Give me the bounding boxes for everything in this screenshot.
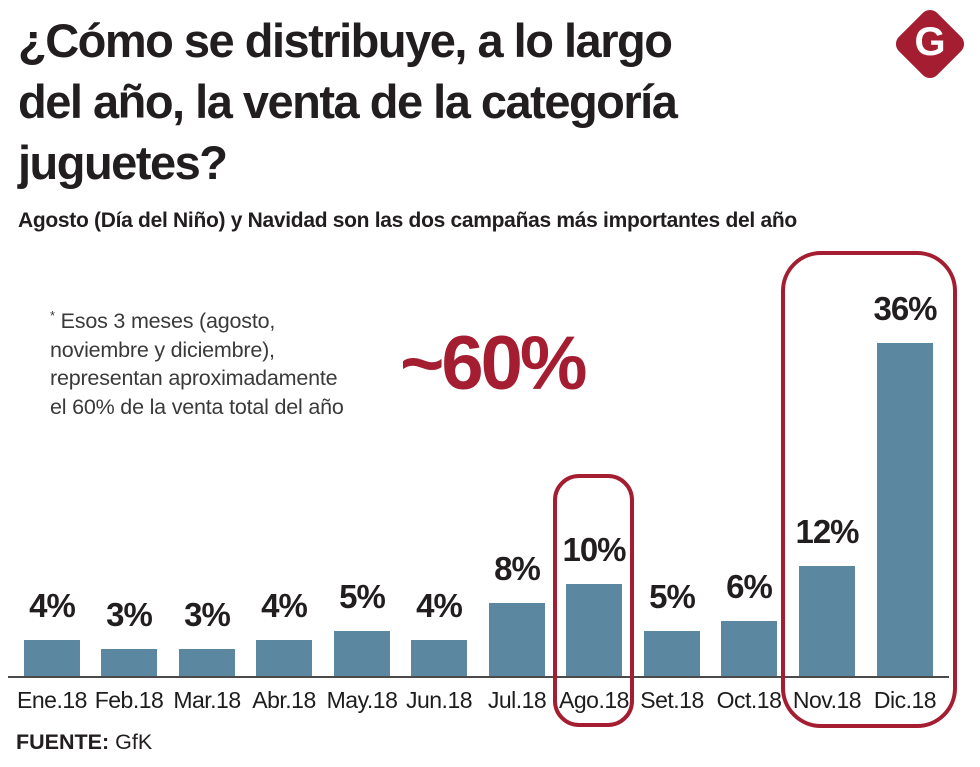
- value-label-feb-18: 3%: [106, 596, 153, 633]
- bar-jun-18: [411, 640, 467, 677]
- bar-dic-18: [877, 343, 933, 677]
- footnote-annotation: * Esos 3 meses (agosto, noviembre y dici…: [50, 302, 420, 421]
- x-label-feb-18: Feb.18: [94, 687, 164, 713]
- value-label-oct-18: 6%: [726, 568, 773, 605]
- bar-chart: 4% Ene.18 3% Feb.18 3% Mar.18 4% Abr.18 5% May.18…: [0, 250, 980, 767]
- page-title: ¿Cómo se distribuye, a lo largo del año,…: [18, 10, 980, 193]
- x-label-abr-18: Abr.18: [252, 687, 316, 713]
- bar-jul-18: [489, 603, 545, 677]
- value-label-set-18: 5%: [649, 578, 696, 615]
- bar-ago-18: [566, 584, 622, 677]
- sixty-percent-highlight: ~60%: [400, 321, 587, 406]
- annotation-line-3: representan aproximadamente: [50, 366, 338, 391]
- x-label-jun-18: Jun.18: [405, 687, 473, 713]
- annotation-line-2: noviembre y diciembre),: [50, 337, 275, 362]
- bar-may-18: [334, 631, 390, 677]
- source-value: GfK: [115, 730, 153, 754]
- source-note: FUENTE: GfK: [16, 730, 152, 755]
- highlight-box-ago: [553, 474, 634, 727]
- bar-mar-18: [179, 649, 235, 677]
- annotation-line-4: el 60% de la venta total del año: [50, 394, 344, 419]
- title-line-3: juguetes?: [18, 136, 228, 189]
- title-line-1: ¿Cómo se distribuye, a lo largo: [18, 14, 673, 67]
- value-label-jul-18: 8%: [494, 550, 541, 587]
- value-label-may-18: 5%: [339, 578, 386, 615]
- value-label-abr-18: 4%: [261, 587, 308, 624]
- value-label-ene-18: 4%: [29, 587, 76, 624]
- bar-oct-18: [721, 621, 777, 677]
- bar-abr-18: [256, 640, 312, 677]
- annotation-line-1: * Esos 3 meses (agosto,: [50, 308, 276, 334]
- bar-ene-18: [24, 640, 80, 677]
- x-label-oct-18: Oct.18: [716, 687, 782, 713]
- page-subtitle: Agosto (Día del Niño) y Navidad son las …: [18, 209, 797, 232]
- x-label-set-18: Set.18: [640, 687, 704, 713]
- title-line-2: del año, la venta de la categoría: [18, 75, 678, 128]
- asterisk-marker: *: [50, 308, 55, 323]
- highlight-box-nov-dic: [781, 251, 957, 728]
- bar-set-18: [644, 631, 700, 677]
- x-label-mar-18: Mar.18: [173, 687, 241, 713]
- bar-nov-18: [799, 566, 855, 677]
- value-label-nov-18: 12%: [795, 513, 859, 550]
- bar-feb-18: [101, 649, 157, 677]
- value-label-ago-18: 10%: [562, 531, 626, 568]
- x-label-ene-18: Ene.18: [17, 687, 87, 713]
- value-label-mar-18: 3%: [184, 596, 231, 633]
- x-axis-line: [8, 676, 949, 678]
- x-label-may-18: May.18: [326, 687, 398, 713]
- source-label: FUENTE:: [16, 730, 110, 754]
- header: ¿Cómo se distribuye, a lo largo del año,…: [0, 0, 980, 233]
- value-label-dic-18: 36%: [873, 290, 937, 327]
- gestion-logo: G: [891, 5, 969, 83]
- logo-letter: G: [914, 20, 946, 64]
- x-label-jul-18: Jul.18: [487, 687, 547, 713]
- value-label-jun-18: 4%: [416, 587, 463, 624]
